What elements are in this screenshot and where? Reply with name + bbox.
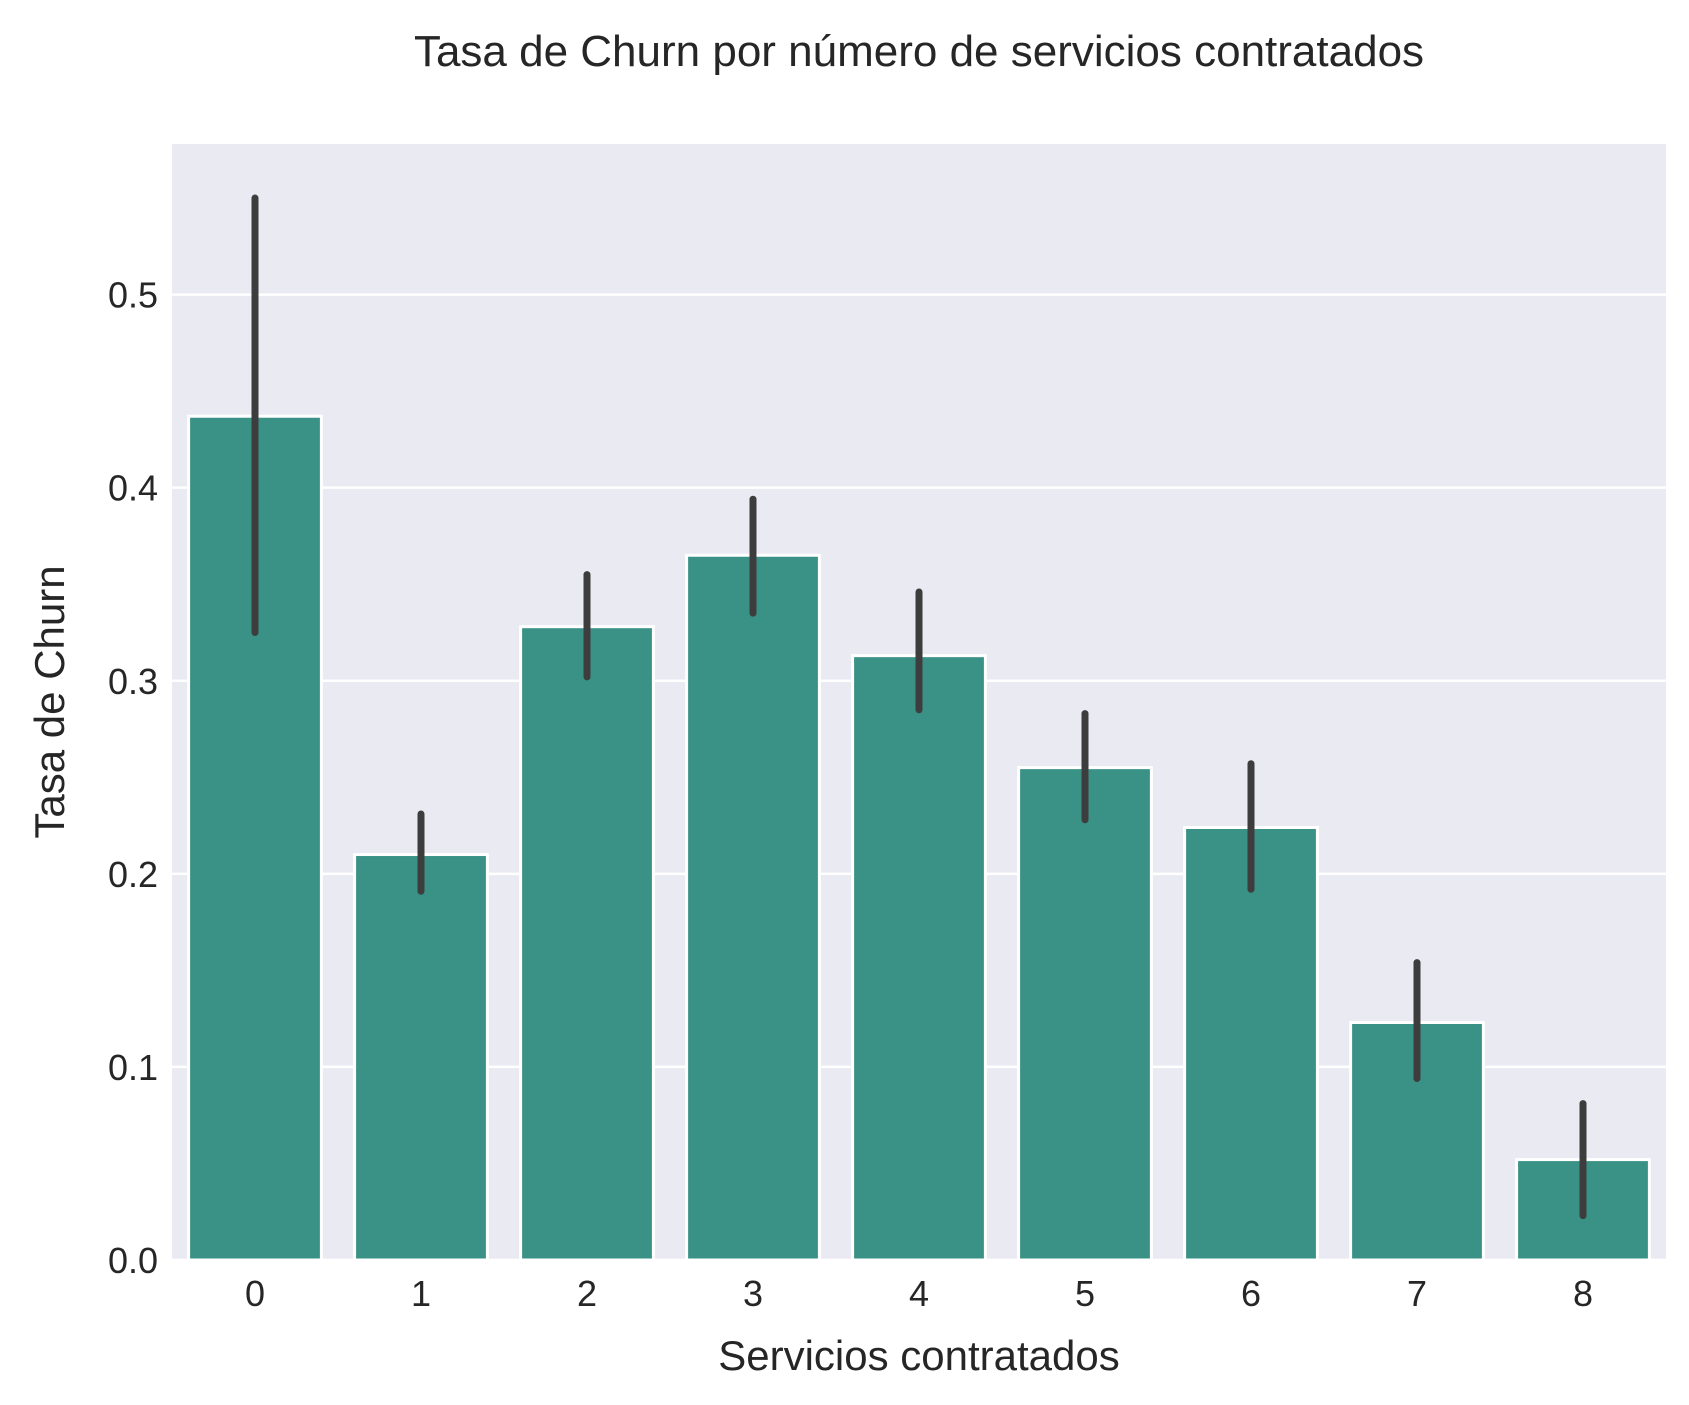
y-tick-label: 0.2 <box>108 854 158 895</box>
y-tick-label: 0.0 <box>108 1240 158 1281</box>
y-axis-label: Tasa de Churn <box>26 565 73 838</box>
x-tick-labels: 0 1 2 3 4 5 6 7 8 <box>245 1273 1593 1314</box>
bar <box>1017 766 1153 1262</box>
x-tick-label: 3 <box>743 1273 763 1314</box>
bar <box>519 625 655 1262</box>
error-bars <box>251 194 1587 1220</box>
x-tick-label: 2 <box>577 1273 597 1314</box>
bar <box>851 654 987 1262</box>
x-tick-label: 1 <box>411 1273 431 1314</box>
y-tick-label: 0.1 <box>108 1047 158 1088</box>
y-tick-label: 0.4 <box>108 468 158 509</box>
y-tick-labels: 0.0 0.1 0.2 0.3 0.4 0.5 <box>108 275 158 1281</box>
y-tick-label: 0.3 <box>108 661 158 702</box>
y-tick-label: 0.5 <box>108 275 158 316</box>
x-tick-label: 7 <box>1407 1273 1427 1314</box>
x-tick-label: 8 <box>1573 1273 1593 1314</box>
x-tick-label: 0 <box>245 1273 265 1314</box>
bar <box>685 553 821 1262</box>
x-tick-label: 5 <box>1075 1273 1095 1314</box>
bar <box>353 853 489 1262</box>
x-tick-label: 6 <box>1241 1273 1261 1314</box>
x-axis-label: Servicios contratados <box>718 1332 1120 1379</box>
chart-title: Tasa de Churn por número de servicios co… <box>414 27 1424 76</box>
x-tick-label: 4 <box>909 1273 929 1314</box>
